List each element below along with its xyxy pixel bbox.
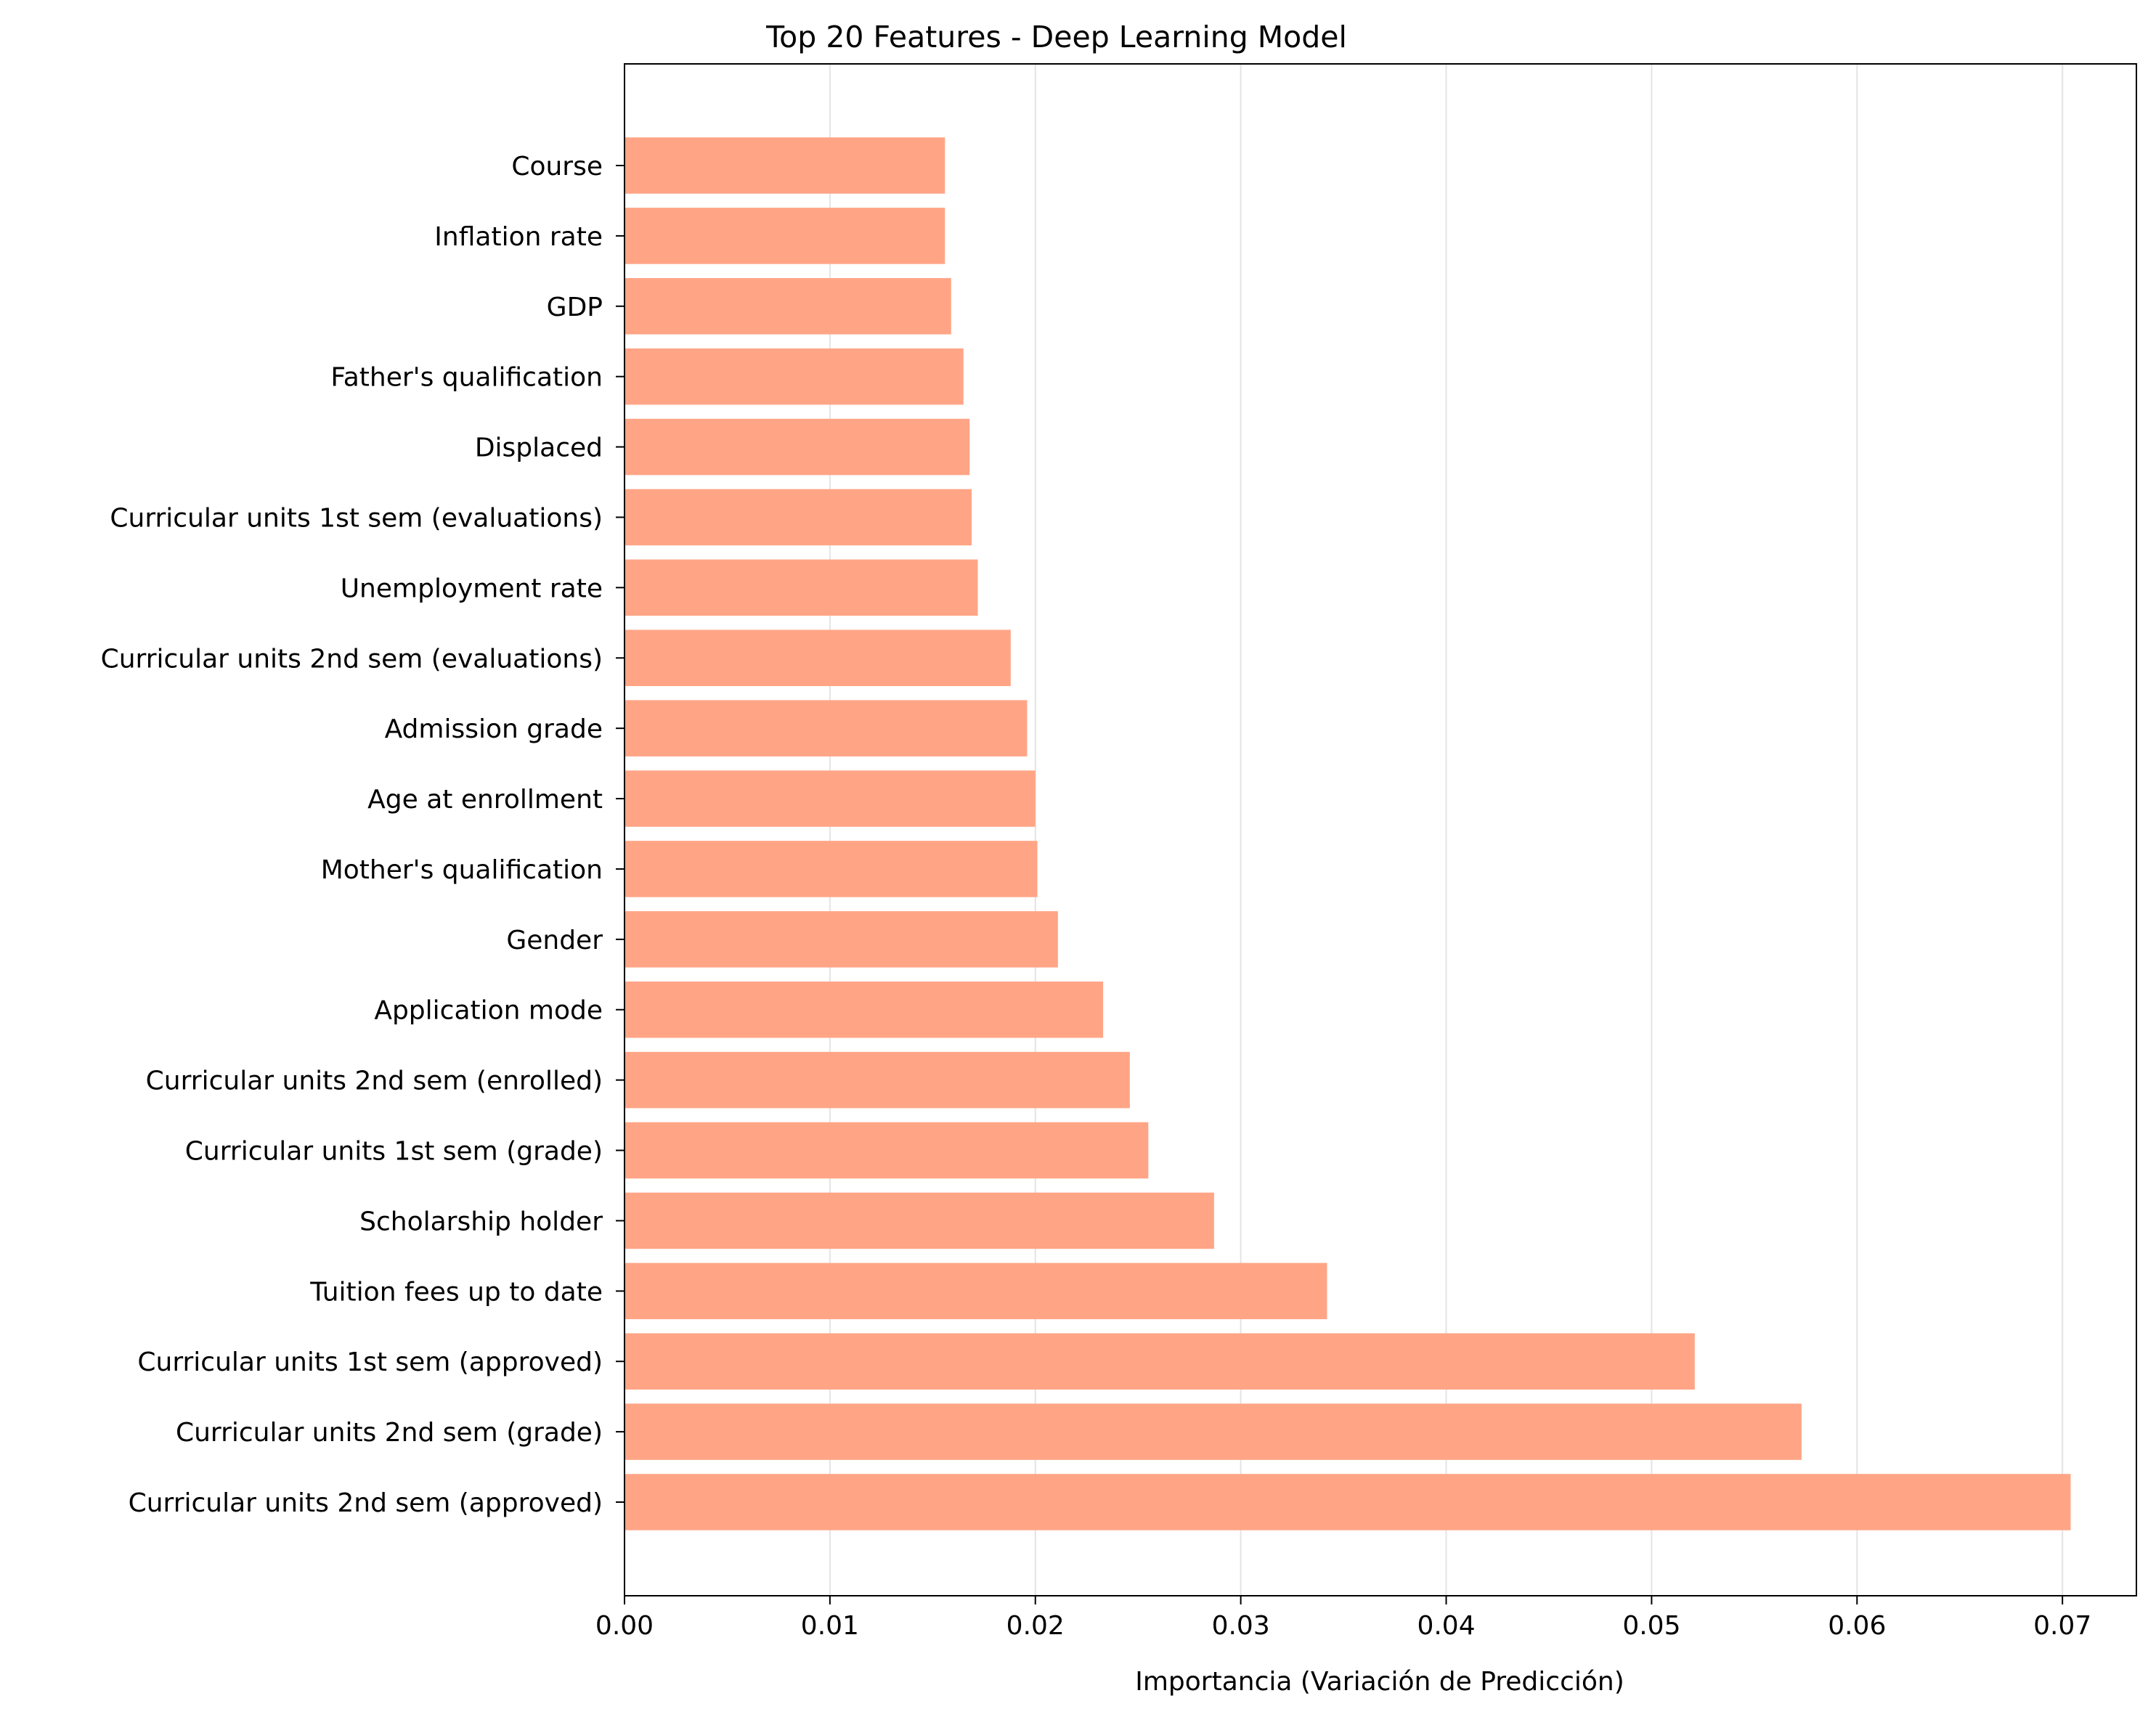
bar <box>625 208 945 264</box>
y-tick-label: Inflation rate <box>434 222 603 252</box>
y-tick-label: Age at enrollment <box>367 785 603 815</box>
y-tick-label: Displaced <box>475 433 603 463</box>
y-tick-label: Curricular units 1st sem (approved) <box>137 1347 603 1377</box>
y-tick-label: Curricular units 2nd sem (approved) <box>129 1488 603 1518</box>
chart-title: Top 20 Features - Deep Learning Model <box>765 20 1347 54</box>
bar <box>625 1403 1802 1460</box>
bar <box>625 1474 2071 1530</box>
bar <box>625 418 970 476</box>
bar <box>625 348 964 405</box>
x-tick-label: 0.03 <box>1212 1611 1270 1641</box>
y-tick-label: Mother's qualification <box>321 855 603 885</box>
y-tick-label: GDP <box>547 293 603 322</box>
y-tick-label: Curricular units 2nd sem (enrolled) <box>146 1067 603 1096</box>
bar <box>625 489 972 546</box>
y-tick-label: Curricular units 2nd sem (grade) <box>176 1418 603 1448</box>
x-axis-label: Importancia (Variación de Predicción) <box>1135 1667 1624 1697</box>
bar <box>625 1333 1695 1390</box>
bar <box>625 981 1104 1038</box>
y-tick-label: Curricular units 1st sem (evaluations) <box>110 503 603 533</box>
plot-frame <box>624 63 2137 1596</box>
bar <box>625 841 1038 897</box>
y-tick-label: Gender <box>506 926 603 955</box>
y-tick-label: Application mode <box>374 996 603 1026</box>
bar <box>625 700 1028 756</box>
bar <box>625 278 951 335</box>
bar <box>625 629 1011 687</box>
bar <box>625 770 1036 827</box>
y-tick-label: Father's qualification <box>330 363 603 393</box>
bar <box>625 1051 1130 1109</box>
bars <box>625 137 2071 1530</box>
x-tick-label: 0.02 <box>1006 1611 1065 1641</box>
y-axis: Curricular units 2nd sem (approved) Curri… <box>101 152 625 1518</box>
bar <box>625 1122 1149 1179</box>
bar <box>625 1192 1214 1249</box>
x-tick-label: 0.06 <box>1828 1611 1886 1641</box>
y-tick-label: Course <box>511 152 603 182</box>
y-tick-label: Curricular units 1st sem (grade) <box>185 1137 603 1167</box>
x-tick-label: 0.05 <box>1622 1611 1680 1641</box>
x-tick-label: 0.00 <box>595 1611 654 1641</box>
bar <box>625 911 1058 968</box>
y-tick-label: Tuition fees up to date <box>309 1277 603 1307</box>
x-tick-label: 0.07 <box>2033 1611 2091 1641</box>
y-tick-label: Unemployment rate <box>341 574 603 603</box>
x-axis: 0.00 0.01 0.02 0.03 0.04 0.05 0.06 0.07 <box>595 1596 2091 1641</box>
bar <box>625 137 945 194</box>
y-tick-label: Admission grade <box>385 714 603 744</box>
y-tick-label: Scholarship holder <box>359 1207 603 1236</box>
y-tick-label: Curricular units 2nd sem (evaluations) <box>101 644 603 674</box>
x-tick-label: 0.01 <box>801 1611 859 1641</box>
x-tick-label: 0.04 <box>1417 1611 1475 1641</box>
bar <box>625 1263 1327 1320</box>
bar <box>625 559 978 616</box>
